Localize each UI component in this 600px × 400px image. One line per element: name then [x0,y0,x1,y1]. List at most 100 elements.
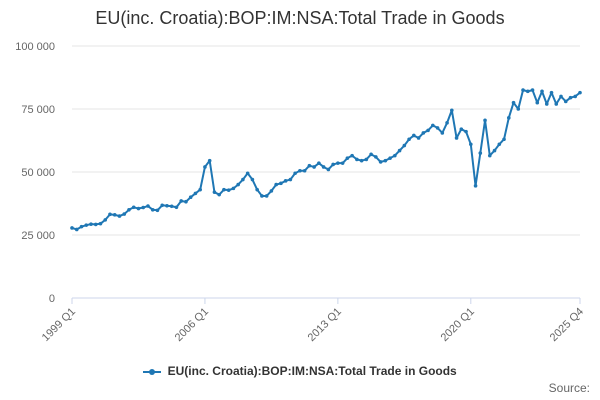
data-point[interactable] [426,128,430,133]
data-point[interactable] [350,153,354,158]
data-point[interactable] [563,99,568,104]
data-point[interactable] [445,121,449,125]
data-point[interactable] [355,157,359,162]
data-point[interactable] [412,133,416,138]
data-point[interactable] [131,205,136,210]
data-point[interactable] [84,223,89,227]
data-point[interactable] [450,108,454,113]
data-point[interactable] [374,155,378,159]
data-point[interactable] [184,199,188,204]
data-point[interactable] [212,190,217,194]
data-point[interactable] [559,94,563,99]
data-point[interactable] [497,142,502,147]
data-point[interactable] [312,165,316,169]
data-point[interactable] [245,171,250,176]
data-point[interactable] [193,191,198,196]
data-point[interactable] [236,182,240,187]
data-point[interactable] [279,181,283,186]
data-point[interactable] [340,161,345,165]
data-point[interactable] [74,227,79,232]
data-point[interactable] [435,126,440,130]
data-point[interactable] [464,129,468,134]
data-point[interactable] [483,118,487,123]
data-point[interactable] [549,90,554,95]
data-point[interactable] [516,107,521,111]
data-point[interactable] [288,177,293,182]
data-point[interactable] [478,151,483,155]
data-point[interactable] [416,136,421,140]
data-point[interactable] [535,100,540,105]
data-point[interactable] [378,160,383,164]
legend[interactable]: EU(inc. Croatia):BOP:IM:NSA:Total Trade … [0,364,600,378]
data-point[interactable] [530,88,535,92]
data-point[interactable] [146,204,150,208]
data-point[interactable] [578,90,582,95]
data-point[interactable] [264,194,269,198]
data-point[interactable] [407,137,411,142]
data-point[interactable] [179,199,183,203]
data-point[interactable] [241,177,245,182]
data-point[interactable] [364,157,369,162]
data-point[interactable] [231,186,236,191]
data-point[interactable] [540,89,544,94]
data-point[interactable] [127,208,131,212]
data-point[interactable] [487,153,492,158]
data-point[interactable] [136,206,141,211]
data-point[interactable] [260,194,264,198]
data-point[interactable] [122,212,127,216]
data-point[interactable] [525,89,530,94]
data-point[interactable] [207,158,212,163]
data-point[interactable] [397,148,402,153]
data-point[interactable] [317,161,321,165]
data-point[interactable] [188,195,193,199]
data-point[interactable] [203,165,207,169]
data-point[interactable] [155,208,160,213]
data-point[interactable] [544,102,549,106]
data-point[interactable] [492,148,497,153]
data-point[interactable] [521,88,525,92]
data-point[interactable] [103,218,108,222]
data-point[interactable] [421,131,426,135]
data-point[interactable] [108,212,112,217]
data-point[interactable] [454,136,459,140]
data-point[interactable] [150,208,155,212]
data-point[interactable] [255,187,259,192]
data-point[interactable] [93,222,98,227]
data-point[interactable] [307,163,312,168]
data-point[interactable] [321,165,326,169]
data-point[interactable] [359,158,364,163]
data-point[interactable] [383,158,388,163]
data-point[interactable] [511,100,516,105]
data-point[interactable] [388,156,392,160]
data-point[interactable] [198,187,202,192]
data-point[interactable] [440,131,445,135]
data-point[interactable] [117,214,122,218]
data-point[interactable] [98,221,103,226]
data-point[interactable] [226,188,231,192]
data-point[interactable] [331,162,335,167]
data-point[interactable] [141,205,146,210]
data-point[interactable] [431,123,435,128]
data-point[interactable] [573,94,578,99]
data-point[interactable] [79,224,84,229]
data-point[interactable] [393,153,397,158]
data-point[interactable] [250,177,255,182]
data-point[interactable] [165,203,169,208]
data-point[interactable] [473,184,478,188]
data-point[interactable] [369,152,373,157]
data-point[interactable] [506,116,511,120]
data-point[interactable] [298,168,302,173]
data-point[interactable] [160,203,165,208]
data-point[interactable] [568,95,573,100]
data-point[interactable] [302,168,307,173]
data-point[interactable] [554,102,559,106]
data-point[interactable] [222,187,226,192]
data-point[interactable] [169,204,174,209]
data-point[interactable] [269,189,274,193]
data-point[interactable] [89,222,93,226]
data-point[interactable] [345,156,350,160]
data-point[interactable] [502,137,506,142]
data-point[interactable] [217,192,221,197]
data-point[interactable] [402,143,407,148]
data-point[interactable] [469,142,473,147]
